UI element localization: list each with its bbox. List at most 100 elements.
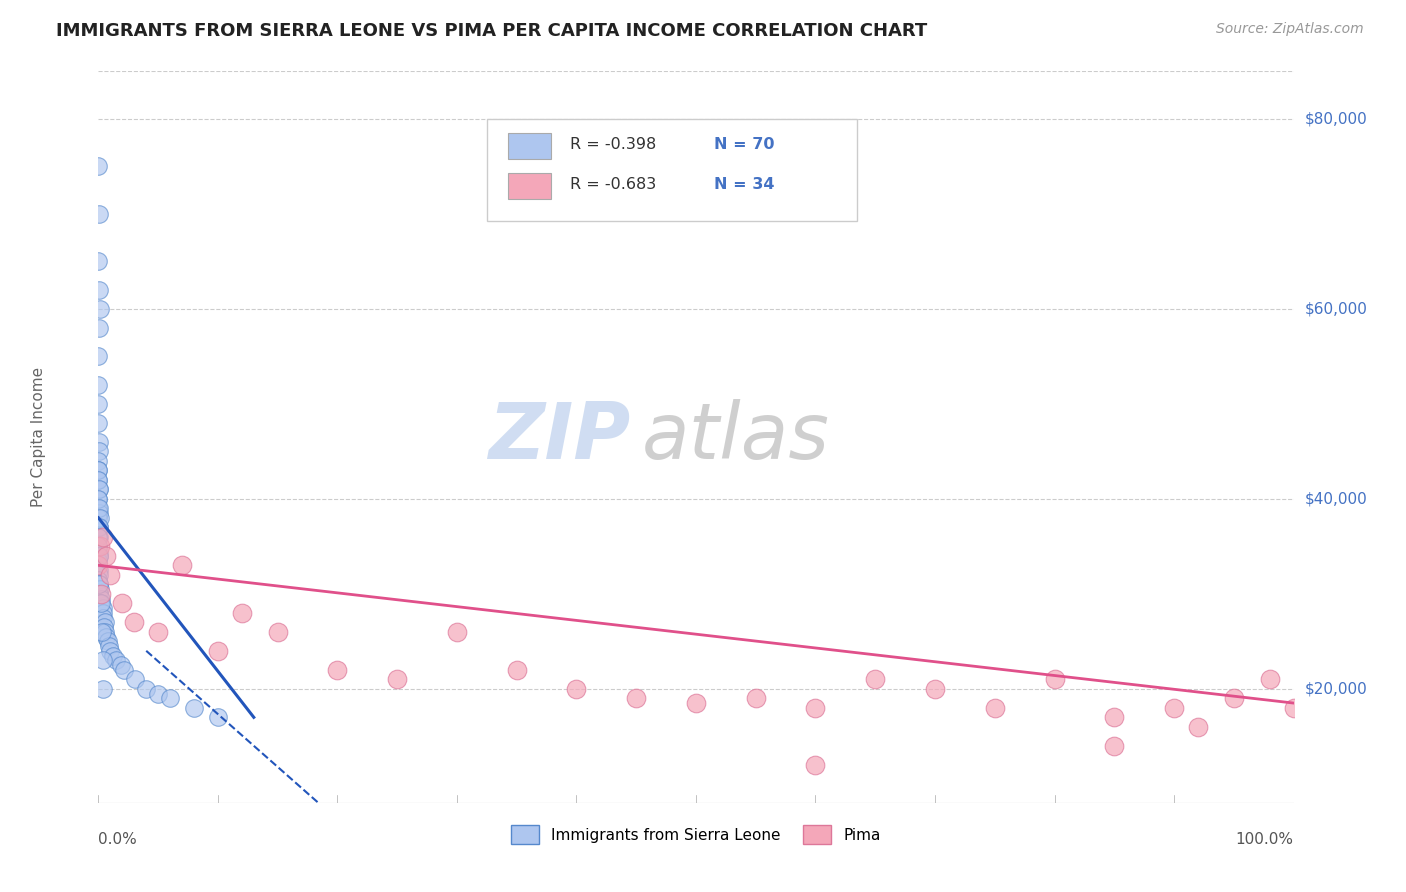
Point xyxy=(87,473,110,487)
FancyBboxPatch shape xyxy=(509,133,551,159)
Point xyxy=(159,691,181,706)
Text: R = -0.398: R = -0.398 xyxy=(571,137,657,152)
Point xyxy=(124,615,146,630)
Point xyxy=(804,701,827,715)
Point xyxy=(87,563,110,577)
Point xyxy=(89,582,111,596)
Point xyxy=(446,624,468,639)
Point xyxy=(87,520,110,534)
Point xyxy=(87,283,110,297)
Point xyxy=(89,539,111,553)
Text: $40,000: $40,000 xyxy=(1305,491,1368,507)
Point xyxy=(96,630,118,644)
Point xyxy=(87,553,110,567)
Point xyxy=(87,483,110,497)
Point xyxy=(91,610,114,624)
Point xyxy=(103,648,125,663)
Point xyxy=(267,624,290,639)
Point xyxy=(1104,739,1126,753)
Point xyxy=(98,644,121,658)
Point xyxy=(93,615,115,630)
Point xyxy=(124,673,146,687)
Point xyxy=(87,511,110,525)
Point xyxy=(91,601,114,615)
Point xyxy=(148,624,170,639)
Point xyxy=(89,506,111,520)
Point xyxy=(87,207,110,221)
Text: N = 70: N = 70 xyxy=(714,137,775,152)
Point xyxy=(87,491,110,506)
Point xyxy=(865,673,887,687)
FancyBboxPatch shape xyxy=(486,119,858,221)
Point xyxy=(87,416,110,430)
Point xyxy=(89,301,111,316)
Point xyxy=(87,577,110,591)
Point xyxy=(87,573,110,587)
Point xyxy=(97,639,120,653)
Text: atlas: atlas xyxy=(643,399,830,475)
Point xyxy=(685,696,707,710)
Point xyxy=(87,463,110,477)
Point xyxy=(87,159,110,173)
Point xyxy=(87,501,110,516)
Text: 0.0%: 0.0% xyxy=(98,832,138,847)
Point xyxy=(1258,673,1281,687)
Point xyxy=(87,558,110,573)
Point xyxy=(112,663,135,677)
Point xyxy=(87,454,110,468)
Point xyxy=(146,687,169,701)
Point xyxy=(385,673,409,687)
Point xyxy=(90,596,112,610)
Point xyxy=(1163,701,1185,715)
Point xyxy=(87,539,110,553)
Point xyxy=(90,591,112,606)
Point xyxy=(87,577,110,591)
Point xyxy=(1223,691,1246,706)
Point xyxy=(87,473,110,487)
Point xyxy=(87,254,110,268)
Point xyxy=(98,567,122,582)
Point xyxy=(1043,673,1066,687)
Point xyxy=(207,710,229,724)
Point xyxy=(87,520,110,534)
Point xyxy=(87,463,110,477)
Point xyxy=(87,501,110,516)
Point xyxy=(984,701,1007,715)
Text: Per Capita Income: Per Capita Income xyxy=(31,367,46,508)
Point xyxy=(87,434,110,449)
Point xyxy=(87,349,110,363)
Point xyxy=(172,558,194,573)
Point xyxy=(135,681,157,696)
FancyBboxPatch shape xyxy=(509,173,551,200)
Point xyxy=(1187,720,1209,734)
Point xyxy=(89,511,111,525)
Point xyxy=(745,691,768,706)
Point xyxy=(626,691,648,706)
Point xyxy=(87,558,110,573)
Point xyxy=(1104,710,1126,724)
Point xyxy=(87,491,110,506)
Point xyxy=(804,757,827,772)
Point xyxy=(89,587,111,601)
Point xyxy=(565,681,588,696)
Point xyxy=(110,658,132,673)
Point xyxy=(924,681,946,696)
Text: IMMIGRANTS FROM SIERRA LEONE VS PIMA PER CAPITA INCOME CORRELATION CHART: IMMIGRANTS FROM SIERRA LEONE VS PIMA PER… xyxy=(56,22,928,40)
Point xyxy=(87,397,110,411)
Point xyxy=(93,620,115,634)
Point xyxy=(1282,701,1305,715)
Text: ZIP: ZIP xyxy=(488,399,630,475)
Point xyxy=(90,624,112,639)
Point xyxy=(91,653,114,667)
Point xyxy=(87,539,110,553)
Point xyxy=(105,653,128,667)
Point xyxy=(87,321,110,335)
Point xyxy=(183,701,205,715)
Text: $60,000: $60,000 xyxy=(1305,301,1368,317)
Point xyxy=(87,530,110,544)
Point xyxy=(90,587,112,601)
Point xyxy=(89,596,111,610)
Point xyxy=(91,681,114,696)
Point xyxy=(326,663,349,677)
Point xyxy=(87,549,110,563)
